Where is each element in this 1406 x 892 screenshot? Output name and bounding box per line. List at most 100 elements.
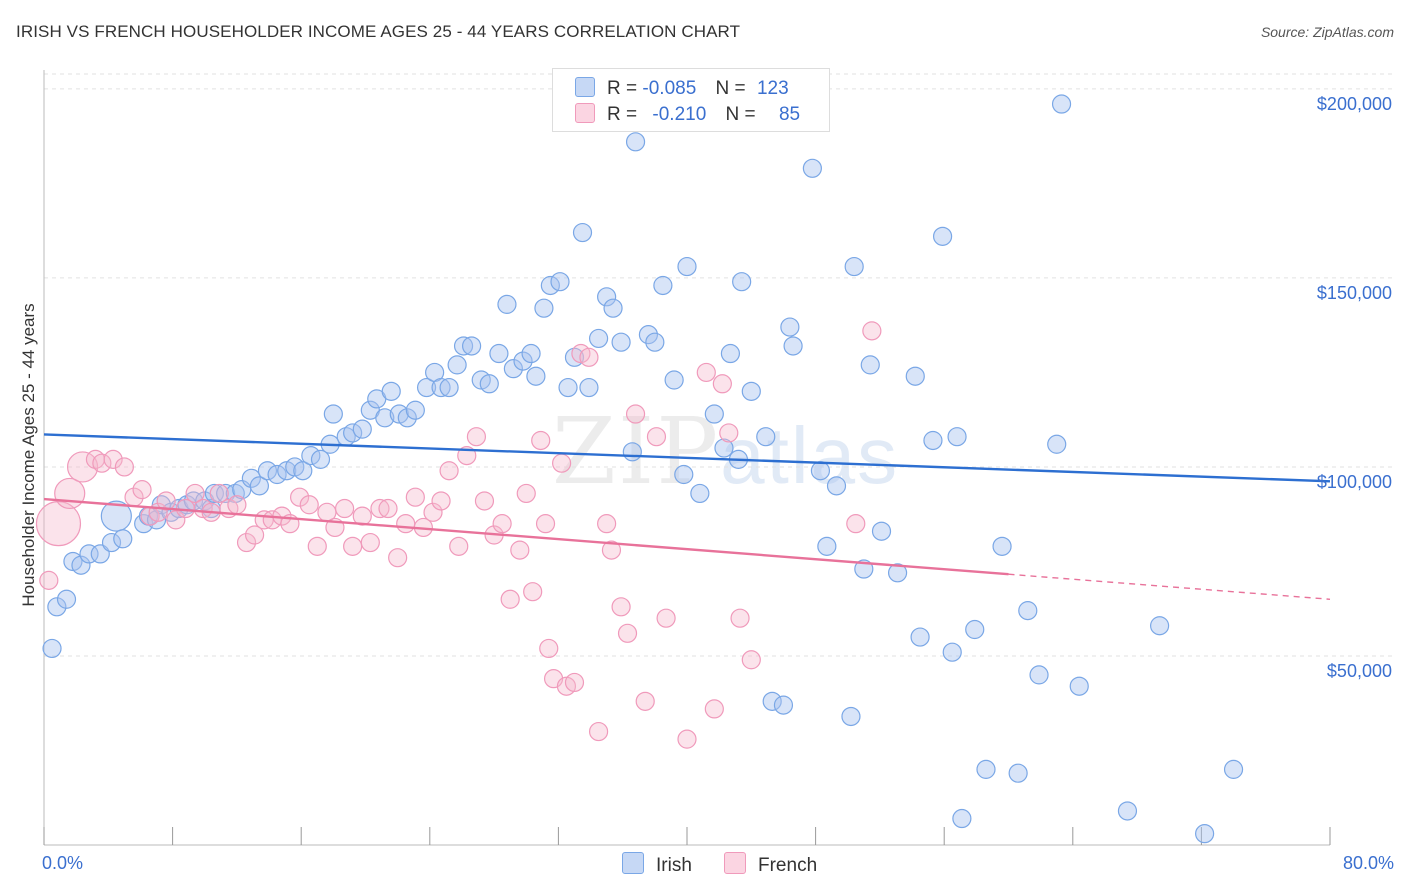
irish-point [526, 366, 546, 386]
irish-point [844, 256, 864, 277]
irish-point [1069, 676, 1089, 696]
irish-point [603, 298, 623, 318]
irish-point [741, 381, 761, 401]
irish-point [645, 332, 665, 352]
french-point [516, 483, 536, 504]
french-point [635, 691, 655, 711]
irish-point [479, 374, 499, 394]
irish-point [42, 638, 62, 659]
irish-point [887, 563, 908, 583]
irish-point [90, 544, 110, 564]
french-point [378, 498, 398, 519]
irish-point [992, 536, 1012, 556]
irish-point [780, 317, 800, 337]
french-point [343, 536, 363, 556]
watermark-atlas: atlas [720, 411, 900, 500]
irish-point [622, 442, 642, 462]
irish-point [47, 597, 67, 617]
irish-swatch [575, 77, 595, 97]
legend-row-french: R = -0.210 N = 85 [575, 103, 800, 129]
french-point [500, 589, 520, 609]
irish-point [910, 627, 930, 647]
irish-point [513, 351, 533, 371]
grid-lines [44, 73, 1395, 657]
irish-point [1051, 94, 1072, 114]
irish-n-value: 123 [756, 78, 789, 99]
irish-point [540, 275, 560, 296]
irish-trend-line [43, 433, 1331, 483]
x-tick-label-min: 0.0% [42, 853, 83, 873]
bottom-legend-french: French [724, 852, 817, 877]
french-point [588, 721, 609, 742]
irish-point [447, 355, 467, 375]
irish-point [976, 759, 996, 779]
irish-point [79, 544, 99, 564]
irish-point [905, 366, 925, 386]
irish-point [854, 559, 874, 579]
french-point [66, 451, 99, 483]
french-point [730, 608, 750, 628]
irish-point [677, 256, 697, 277]
french-n-value: 85 [778, 104, 801, 125]
axis-labels: $50,000 $100,000 $150,000 $200,000 0.0% 80.0%… [19, 94, 1394, 873]
irish-points [42, 94, 1244, 844]
french-point [712, 374, 732, 394]
french-point [510, 540, 530, 560]
french-point [185, 483, 205, 504]
french-swatch [575, 103, 595, 123]
french-point [405, 487, 425, 507]
irish-point [416, 377, 437, 398]
irish-point [216, 483, 236, 504]
irish-point [71, 555, 91, 575]
irish-point [965, 619, 985, 640]
irish-point [664, 370, 684, 390]
french-point [531, 430, 551, 451]
french-point [236, 532, 257, 553]
french-point [360, 532, 380, 553]
irish-point [497, 294, 517, 314]
french-point [209, 483, 229, 504]
irish-point [343, 423, 363, 443]
french-point [719, 423, 739, 443]
bottom-irish-label: Irish [656, 855, 692, 876]
french-point [579, 347, 599, 367]
irish-point [1008, 763, 1028, 783]
irish-point [625, 132, 646, 152]
irish-point [860, 355, 880, 375]
irish-point [249, 476, 270, 496]
irish-r-value: -0.085 [642, 78, 697, 99]
irish-point [439, 377, 459, 398]
french-point [114, 457, 134, 477]
irish-point [762, 691, 782, 711]
irish-point [952, 808, 972, 829]
irish-point [101, 532, 122, 553]
irish-point [756, 427, 776, 447]
source-credit: Source: ZipAtlas.com [1260, 24, 1394, 40]
irish-point [817, 536, 837, 556]
french-point [431, 491, 451, 511]
irish-point [1117, 801, 1138, 821]
french-point [335, 498, 355, 519]
irish-r-label: R = [607, 78, 638, 99]
irish-point [597, 287, 617, 307]
french-point [352, 506, 372, 526]
irish-point [100, 500, 132, 532]
bottom-legend-irish: Irish [622, 852, 692, 877]
irish-point [521, 343, 541, 364]
french-point [396, 514, 416, 534]
bottom-french-swatch [724, 852, 746, 874]
french-point [370, 498, 390, 519]
french-point [439, 461, 459, 481]
irish-point [405, 400, 425, 420]
irish-point [1029, 665, 1049, 685]
french-point [423, 502, 443, 522]
chart-title: IRISH VS FRENCH HOUSEHOLDER INCOME AGES … [16, 22, 741, 41]
french-point [289, 487, 310, 507]
irish-point [704, 404, 724, 424]
irish-point [572, 222, 593, 243]
french-point [39, 570, 59, 590]
irish-point [923, 430, 943, 451]
irish-point [534, 298, 554, 318]
irish-point [810, 461, 831, 481]
